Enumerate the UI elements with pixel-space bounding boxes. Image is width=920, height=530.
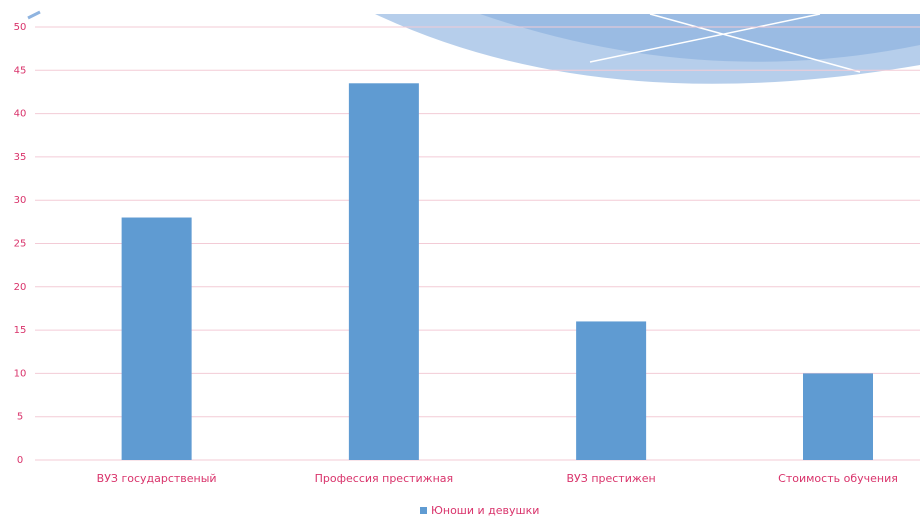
bar [121,217,192,460]
y-tick-label: 40 [14,109,27,120]
decoration [27,10,920,84]
legend-swatch [420,507,427,514]
x-tick-label: Профессия престижная [315,472,454,485]
y-tick-label: 20 [14,282,27,293]
bar [348,83,419,460]
x-tick-label: Стоимость обучения [778,472,898,485]
y-tick-label: 10 [14,368,27,379]
y-tick-label: 30 [14,195,27,206]
y-tick-label: 45 [14,65,27,76]
bar [576,321,647,460]
y-tick-label: 15 [14,325,27,336]
y-tick-label: 25 [14,239,27,250]
y-tick-label: 0 [17,455,23,466]
y-tick-label: 50 [14,22,27,33]
bar [803,373,873,460]
y-tick-label: 35 [14,152,27,163]
x-tick-label: ВУЗ государственый [97,472,217,485]
y-tick-label: 5 [17,412,23,423]
legend-label: Юноши и девушки [431,504,539,517]
x-tick-label: ВУЗ престижен [567,472,656,485]
